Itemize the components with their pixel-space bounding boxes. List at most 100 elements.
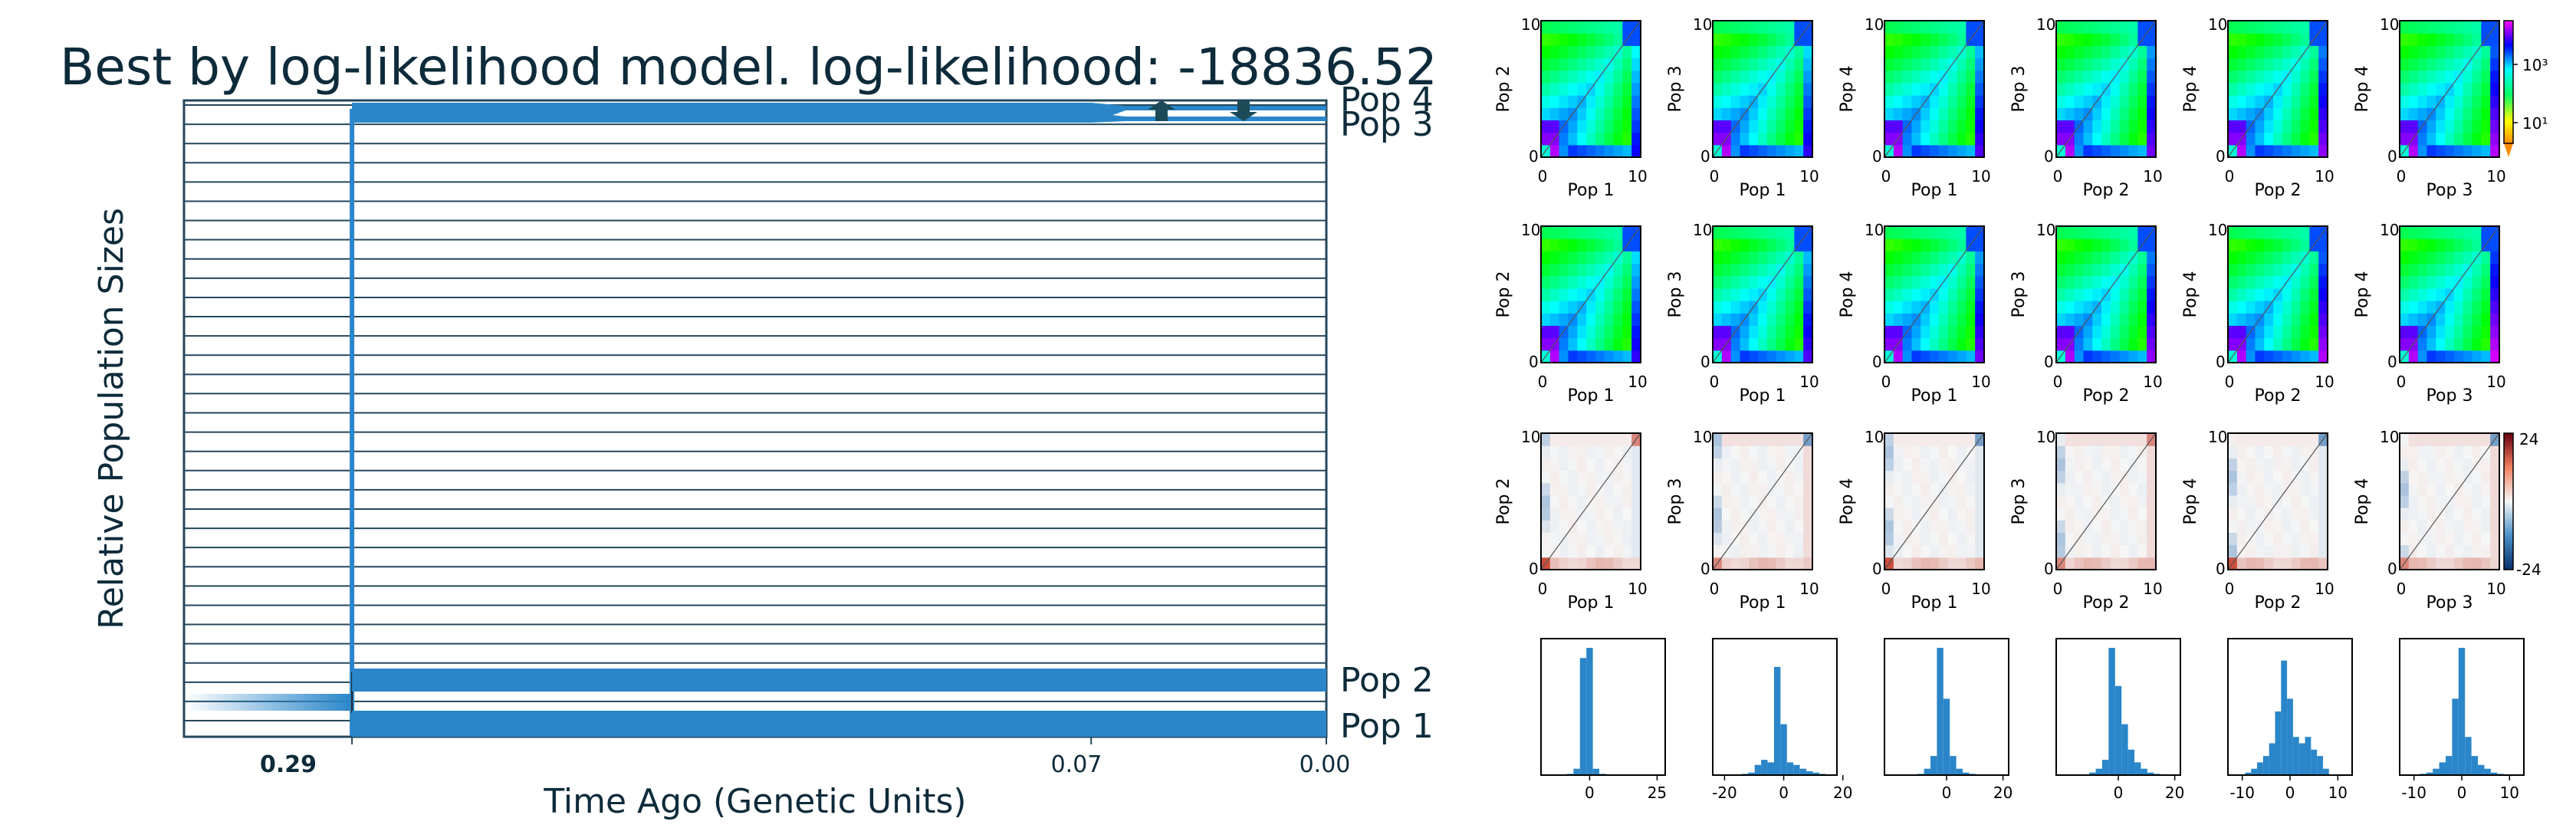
heatmap-cell <box>1713 445 1723 458</box>
heatmap-cell <box>1785 325 1795 339</box>
heatmap-cell <box>2417 275 2428 289</box>
heatmap-cell <box>1893 120 1904 133</box>
heatmap-cell <box>1721 144 1732 158</box>
heatmap-cell <box>2083 238 2093 251</box>
heatmap-cell <box>1803 288 1813 301</box>
heatmap-cell <box>2147 313 2157 327</box>
heatmap-cell <box>2463 557 2473 570</box>
heatmap-cell <box>1586 458 1596 472</box>
heatmap-cell <box>2436 58 2446 71</box>
diagonal-line <box>2055 20 2157 158</box>
histogram-bar <box>2439 762 2446 775</box>
histogram-bar <box>2292 737 2299 775</box>
heatmap-cell <box>1893 495 1904 508</box>
heatmap-cell <box>1776 313 1786 327</box>
heatmap-cell <box>1631 58 1641 71</box>
heatmap-cell <box>2119 544 2130 558</box>
histogram-bar <box>2484 768 2491 775</box>
heatmap-cell <box>2273 70 2283 84</box>
heatmap-cell <box>2255 82 2265 96</box>
heatmap-cell <box>2436 132 2446 146</box>
heatmap-cell <box>1758 313 1768 327</box>
heatmap-cell <box>2318 288 2328 301</box>
heatmap-cell <box>2236 482 2247 496</box>
heatmap-cell <box>2255 557 2265 570</box>
histogram-bar <box>2490 772 2498 775</box>
heatmap-cell <box>1749 144 1759 158</box>
heatmap-cell <box>2436 275 2446 289</box>
heatmap-cell <box>1957 520 1967 534</box>
heatmap-cell <box>1776 482 1786 496</box>
heatmap-cell <box>2147 495 2157 508</box>
heatmap-cell <box>2074 82 2085 96</box>
heatmap-cell <box>1785 120 1795 133</box>
heatmap-cell <box>1766 495 1777 508</box>
heatmap-cell <box>2417 95 2428 108</box>
heatmap-cell <box>1631 95 1641 108</box>
heatmap-cell <box>2074 508 2085 521</box>
heatmap-cell <box>1622 288 1632 301</box>
heatmap-cell <box>2400 470 2410 484</box>
diagonal-line <box>1540 225 1641 363</box>
y-tick-label: 10 <box>2380 428 2399 446</box>
heatmap-cell <box>1794 288 1804 301</box>
heatmap-cell <box>2228 45 2238 59</box>
heatmap-cell <box>1957 226 1967 239</box>
heatmap-cell <box>2110 445 2121 458</box>
heatmap-cell <box>1613 33 1623 46</box>
heatmap-cell <box>1938 107 1949 121</box>
heatmap-cell <box>1938 288 1949 301</box>
heatmap-cell <box>1568 45 1578 59</box>
heatmap-cell <box>2453 470 2464 484</box>
heatmap-cell <box>1749 445 1759 458</box>
heatmap-cell <box>1613 482 1623 496</box>
heatmap-cell <box>2101 263 2111 277</box>
heatmap-cell <box>1884 70 1894 84</box>
heatmap-cell <box>2119 337 2130 351</box>
heatmap-cell <box>1559 288 1569 301</box>
heatmap-cell <box>1541 470 1551 484</box>
heatmap-cell <box>2137 275 2147 289</box>
heatmap-cell <box>2119 238 2130 251</box>
heatmap-cell <box>1586 544 1596 558</box>
heatmap-cell <box>2463 82 2473 96</box>
heatmap-cell <box>2426 238 2436 251</box>
heatmap-cell <box>1957 337 1967 351</box>
histogram-bar <box>2317 756 2323 775</box>
heatmap-cell <box>2453 288 2464 301</box>
heatmap-cell <box>1595 251 1605 264</box>
heatmap-cell <box>1766 144 1777 158</box>
heatmap-cell <box>2246 95 2256 108</box>
heatmap-cell <box>1930 107 1940 121</box>
heatmap-cell <box>2264 532 2274 546</box>
heatmap-cell <box>1713 470 1723 484</box>
heatmap-cell <box>1758 238 1768 251</box>
colorbar-tick-label: 10³ <box>2522 56 2548 74</box>
heatmap-cell <box>2291 508 2302 521</box>
heatmap-cell <box>1730 58 1741 71</box>
heatmap-cell <box>2228 508 2238 521</box>
heatmap-cell <box>2110 325 2121 339</box>
heatmap-cell <box>2074 144 2085 158</box>
y-tick-label: 10 <box>2036 15 2055 34</box>
heatmap-cell <box>2128 470 2138 484</box>
heatmap-cell <box>2463 251 2473 264</box>
heatmap-cell <box>1604 495 1615 508</box>
heatmap-cell <box>1794 226 1804 239</box>
heatmap-cell <box>2417 132 2428 146</box>
histogram-bar <box>2101 760 2109 775</box>
heatmap-cell <box>2417 470 2428 484</box>
heatmap-cell <box>1559 508 1569 521</box>
heatmap-cell <box>2309 144 2319 158</box>
heatmap-cell <box>2291 350 2302 363</box>
heatmap-cell <box>2300 70 2310 84</box>
heatmap-cell <box>1568 433 1578 446</box>
x-axis-label: Time Ago (Genetic Units) <box>543 782 966 821</box>
heatmap-cell <box>2110 144 2121 158</box>
heatmap-cell <box>1957 301 1967 314</box>
heatmap-cell <box>1595 495 1605 508</box>
heatmap-cell <box>1730 445 1741 458</box>
heatmap-cell <box>2472 350 2482 363</box>
heatmap-cell <box>1794 144 1804 158</box>
